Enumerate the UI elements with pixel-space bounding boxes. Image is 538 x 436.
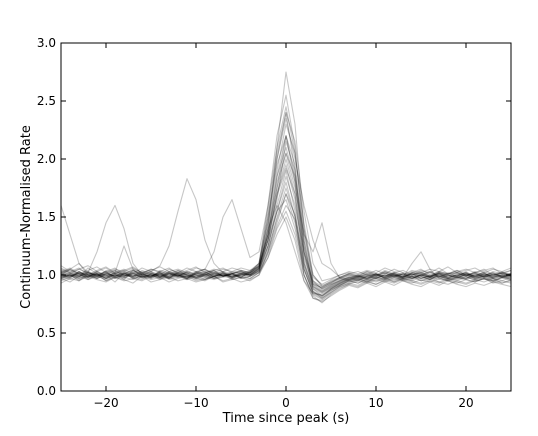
series-line-12 — [60, 141, 512, 291]
series-line-19 — [60, 193, 512, 304]
series-line-15 — [60, 117, 512, 281]
series-line-9 — [60, 199, 512, 297]
series-line-25 — [60, 204, 512, 299]
series-line-5 — [60, 158, 512, 297]
x-tick-label: −20 — [93, 396, 118, 410]
series-line-23 — [60, 135, 512, 292]
series-line-21 — [60, 216, 512, 303]
y-tick-label: 1.5 — [37, 210, 56, 224]
y-tick-label: 3.0 — [37, 36, 56, 50]
series-line-1 — [60, 71, 512, 290]
series-line-2 — [60, 94, 512, 292]
y-axis-label: Continuum-Normalised Rate — [19, 125, 34, 309]
series-lines — [60, 71, 512, 304]
series-line-4 — [60, 135, 512, 289]
series-line-13 — [60, 135, 512, 290]
x-tick-label: 20 — [458, 396, 473, 410]
series-line-7 — [60, 170, 512, 299]
y-tick-label: 0.5 — [37, 326, 56, 340]
x-axis-ticks: −20 −10 0 10 20 — [93, 43, 474, 410]
series-line-8 — [60, 187, 512, 302]
series-line-22 — [60, 152, 512, 285]
series-line-3 — [60, 112, 512, 295]
y-tick-label: 2.5 — [37, 94, 56, 108]
series-line-27 — [60, 193, 512, 297]
x-tick-label: 0 — [282, 396, 290, 410]
x-tick-label: −10 — [183, 396, 208, 410]
series-line-14 — [60, 106, 512, 286]
y-tick-label: 1.0 — [37, 268, 56, 282]
series-line-17 — [60, 181, 512, 298]
y-tick-label: 2.0 — [37, 152, 56, 166]
series-line-20 — [60, 164, 512, 293]
y-tick-label: 0.0 — [37, 384, 56, 398]
series-line-11 — [60, 175, 512, 288]
series-line-16 — [60, 152, 512, 282]
series-line-18 — [60, 146, 512, 289]
series-line-28 — [60, 167, 512, 293]
series-line-10 — [60, 210, 512, 300]
series-line-24 — [60, 204, 512, 296]
series-line-6 — [60, 123, 512, 288]
x-axis-label: Time since peak (s) — [222, 411, 350, 426]
x-tick-label: 10 — [368, 396, 383, 410]
y-axis-ticks: 0.0 0.5 1.0 1.5 2.0 2.5 3.0 — [37, 36, 511, 398]
series-line-26 — [60, 112, 512, 282]
